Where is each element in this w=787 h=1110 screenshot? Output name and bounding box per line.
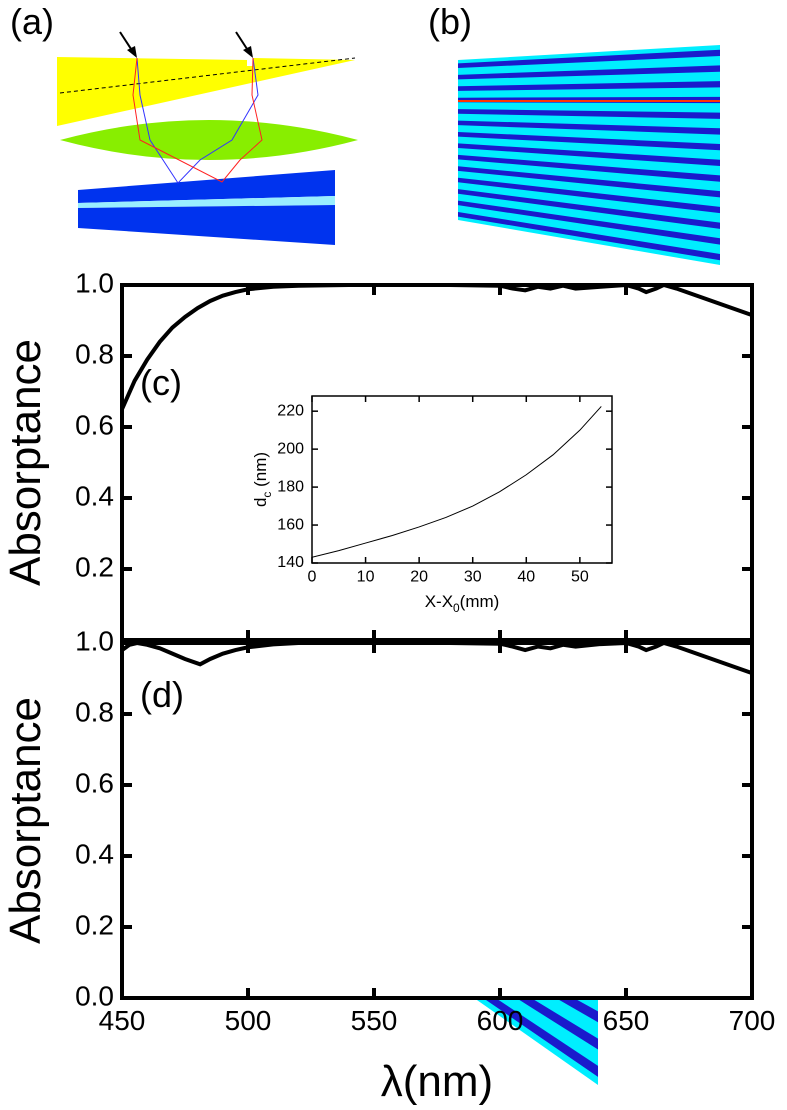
axes-frame	[120, 283, 754, 642]
panel-label: (c)	[140, 362, 182, 403]
absorber-bottom	[78, 205, 335, 245]
data-line	[312, 406, 602, 558]
stack-layer	[458, 154, 720, 182]
x-tick-label: 20	[410, 568, 428, 585]
y-tick-label: 160	[277, 516, 304, 533]
stack-layer	[458, 189, 720, 229]
y-tick-label: 0.6	[75, 409, 114, 440]
wedge-prism	[57, 57, 355, 126]
x-tick-label: 50	[571, 568, 589, 585]
y-axis-label: dc (nm)	[251, 452, 274, 507]
label-part: (mm)	[460, 592, 500, 611]
label-part: X-X	[425, 592, 453, 611]
y-tick-label: 0.4	[75, 480, 114, 511]
x-axis-label: λ(nm)	[381, 1057, 493, 1106]
x-axis-label: X-X0(mm)	[425, 592, 500, 615]
lens	[60, 120, 358, 160]
y-tick-label: 0.2	[75, 909, 114, 940]
stack-layer	[458, 143, 720, 166]
arrow-head	[243, 46, 253, 58]
stack-layer	[458, 49, 720, 68]
y-tick-label: 140	[277, 554, 304, 571]
y-axis-label: Absorptance	[1, 697, 50, 944]
x-tick-label: 600	[477, 1005, 524, 1036]
label-subscript: 0	[453, 601, 460, 615]
label-part: d	[251, 498, 270, 507]
x-tick-label: 450	[99, 1005, 146, 1036]
optical-diagram	[57, 31, 358, 245]
arrow-head	[127, 46, 137, 58]
plots: 0.2 0.4 0.6 0.8 1.0 (c) Absorptance 0.0 0.2 0.4 0.…	[1, 267, 775, 1106]
stack-layer	[458, 65, 720, 80]
ray-red	[132, 57, 263, 183]
stack-layer	[458, 200, 720, 245]
plot-area	[122, 285, 752, 640]
y-tick-label: 0.8	[75, 338, 114, 369]
x-tick-label: 10	[357, 568, 375, 585]
y-tick-label: 180	[277, 478, 304, 495]
y-tick-label: 1.0	[75, 625, 114, 656]
absorber-top	[78, 170, 335, 203]
x-tick-label: 500	[225, 1005, 272, 1036]
y-tick-label: 0.4	[75, 838, 114, 869]
y-tick-label: 0.2	[75, 551, 114, 582]
stack-layer	[458, 212, 720, 261]
stack-layer	[458, 120, 720, 135]
y-tick-label: 200	[277, 440, 304, 457]
panel-label: (b)	[428, 1, 472, 42]
x-tick-label: 650	[603, 1005, 650, 1036]
y-axis-label: Absorptance	[1, 339, 50, 586]
panel-label: (d)	[140, 674, 184, 715]
plot-area	[122, 643, 752, 998]
stack-layer	[458, 132, 720, 151]
x-tick-label: 30	[464, 568, 482, 585]
stack-layer	[458, 177, 720, 214]
stack-layer	[458, 109, 720, 119]
y-tick-label: 0.6	[75, 767, 114, 798]
y-tick-label: 220	[277, 402, 304, 419]
axes-frame	[120, 641, 754, 1000]
x-tick-label: 550	[351, 1005, 398, 1036]
label-part: (nm)	[251, 452, 270, 492]
x-tick-label: 700	[729, 1005, 776, 1036]
x-tick-label: 0	[308, 568, 317, 585]
y-tick-label: 0.8	[75, 696, 114, 727]
axes-frame	[311, 395, 613, 564]
stack-layer	[458, 81, 720, 91]
axis-line	[59, 57, 356, 94]
absorber-gap	[78, 196, 335, 208]
x-tick-label: 40	[517, 568, 535, 585]
stack-layer	[458, 166, 720, 198]
y-tick-label: 1.0	[75, 267, 114, 298]
label-subscript: c	[260, 492, 274, 498]
panel-label: (a)	[10, 1, 54, 42]
y-tick-label: 0.0	[75, 980, 114, 1011]
